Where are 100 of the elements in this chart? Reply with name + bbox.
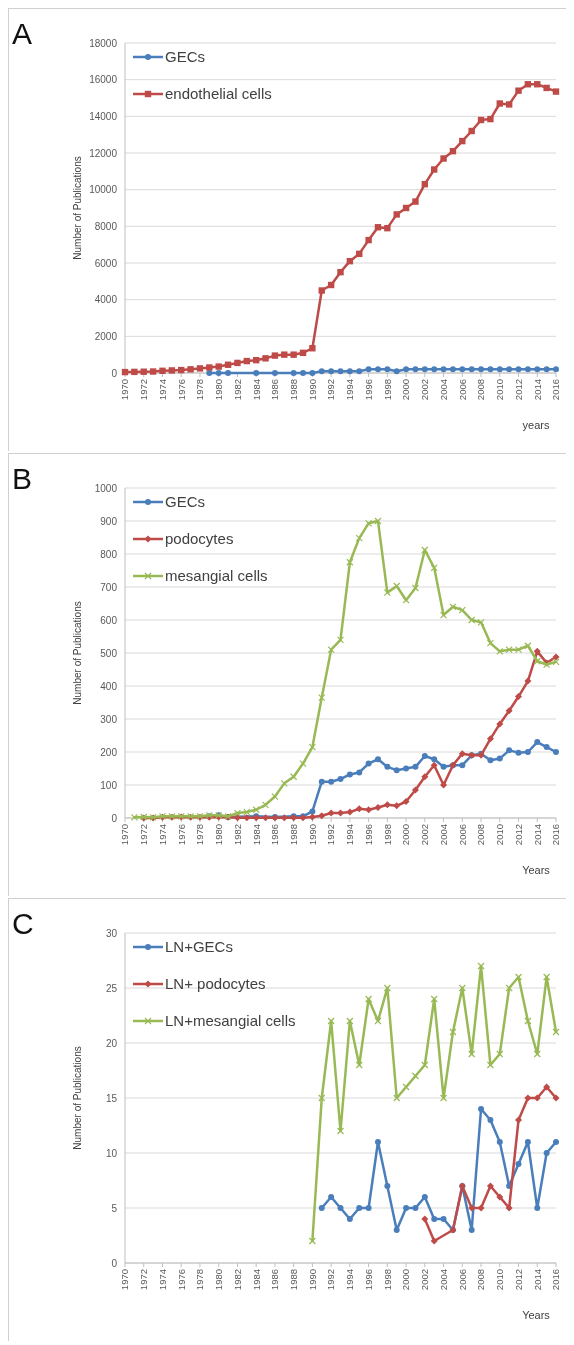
point [412, 1205, 419, 1211]
y-tick-label: 14000 [89, 110, 118, 122]
point [439, 611, 448, 619]
point [252, 806, 260, 814]
point [318, 1205, 325, 1211]
point [459, 366, 466, 373]
point [552, 88, 560, 95]
point [440, 1216, 447, 1222]
point [308, 1237, 316, 1245]
y-tick-label: 200 [100, 746, 118, 758]
point [336, 636, 345, 644]
point [384, 366, 391, 373]
x-tick-label: 1998 [381, 379, 393, 401]
x-tick-label: 1980 [213, 1269, 225, 1291]
legend-label: LN+ podocytes [165, 975, 266, 993]
point [431, 1216, 438, 1222]
point [505, 707, 513, 715]
point [421, 1061, 429, 1069]
x-tick-label: 1990 [306, 824, 318, 846]
x-tick-label: 1982 [231, 379, 243, 401]
point [337, 1205, 344, 1211]
point [411, 584, 420, 592]
point [477, 1204, 485, 1212]
point [496, 1193, 504, 1201]
x-tick-label: 1978 [194, 1269, 206, 1291]
point [318, 287, 325, 294]
point [355, 1061, 363, 1069]
point [318, 693, 326, 702]
point [543, 1150, 550, 1156]
point [496, 1139, 503, 1145]
x-tick-label: 2014 [531, 379, 543, 401]
point [309, 345, 316, 352]
y-tick-label: 15 [105, 1092, 118, 1104]
x-tick-label: 1994 [344, 379, 356, 401]
point [543, 84, 550, 92]
x-tick-label: 1992 [325, 379, 337, 401]
x-tick-label: 2004 [437, 824, 449, 846]
point [486, 1061, 495, 1069]
point [458, 750, 466, 758]
x-tick-label: 2004 [437, 379, 449, 401]
x-tick-label: 1988 [287, 1269, 299, 1291]
x-tick-label: 1976 [175, 379, 187, 401]
point [300, 370, 307, 376]
point [225, 370, 232, 376]
point [234, 359, 241, 367]
point [318, 812, 326, 820]
point [393, 1094, 401, 1102]
point [459, 762, 466, 769]
point [383, 801, 391, 809]
x-tick-label: 1974 [156, 824, 168, 846]
point [149, 368, 157, 375]
x-tick-label: 2010 [494, 824, 506, 846]
point [365, 995, 373, 1003]
point [374, 366, 381, 373]
point [552, 658, 560, 666]
point [533, 647, 541, 655]
x-axis-title: years [522, 419, 550, 431]
x-tick-label: 1994 [344, 824, 356, 846]
point [505, 1204, 513, 1212]
x-tick-label: 1970 [119, 379, 131, 401]
y-tick-label: 400 [100, 680, 118, 692]
x-tick-label: 1986 [269, 1269, 281, 1291]
point [553, 749, 559, 755]
x-tick-label: 1996 [362, 824, 374, 846]
y-tick-label: 0 [111, 367, 118, 379]
x-tick-label: 1992 [325, 824, 337, 846]
point [393, 582, 401, 590]
y-tick-label: 300 [100, 713, 118, 725]
point [515, 693, 523, 701]
point [552, 1094, 560, 1102]
point [196, 365, 204, 372]
point [506, 747, 513, 754]
point [496, 1050, 504, 1058]
point [290, 351, 297, 358]
point [374, 756, 381, 763]
x-tick-label: 2008 [475, 379, 487, 401]
point [393, 767, 400, 774]
point [468, 1227, 475, 1233]
x-tick-label: 1970 [119, 1269, 131, 1291]
y-tick-label: 30 [105, 927, 118, 939]
point [552, 653, 560, 661]
y-tick-label: 600 [100, 614, 118, 626]
point [515, 1116, 523, 1124]
point [290, 773, 298, 781]
point [374, 1139, 381, 1145]
x-tick-label: 1976 [175, 1269, 187, 1291]
point [412, 763, 419, 770]
point [524, 1139, 531, 1145]
point [365, 806, 373, 814]
x-tick-label: 1970 [119, 824, 131, 846]
x-tick-label: 1998 [381, 824, 393, 846]
x-tick-label: 2006 [456, 1269, 468, 1291]
point [318, 1094, 326, 1102]
point [440, 155, 447, 162]
x-tick-label: 1986 [269, 379, 281, 401]
point [337, 776, 344, 783]
point [346, 771, 353, 778]
y-tick-label: 5 [111, 1202, 118, 1214]
point [468, 1050, 476, 1058]
point [327, 646, 335, 654]
